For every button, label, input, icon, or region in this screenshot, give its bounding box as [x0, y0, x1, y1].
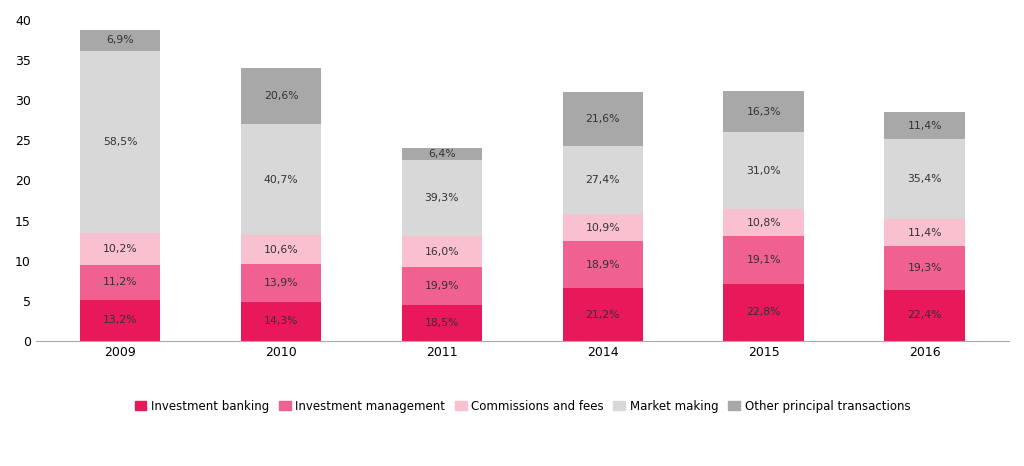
Bar [241, 302, 322, 341]
Bar [885, 112, 965, 138]
Text: 19,1%: 19,1% [746, 255, 781, 265]
Text: 18,9%: 18,9% [586, 260, 621, 270]
Text: 40,7%: 40,7% [264, 175, 298, 185]
Text: 11,4%: 11,4% [907, 121, 942, 130]
Bar [80, 265, 161, 300]
Bar [401, 236, 482, 267]
Bar [885, 246, 965, 290]
Bar [401, 160, 482, 236]
Bar [562, 146, 643, 214]
Bar [80, 300, 161, 341]
Bar [80, 30, 161, 51]
Bar [401, 148, 482, 160]
Text: 19,9%: 19,9% [425, 281, 459, 291]
Text: 35,4%: 35,4% [907, 174, 942, 184]
Bar [723, 91, 804, 132]
Text: 16,3%: 16,3% [746, 107, 781, 116]
Text: 22,4%: 22,4% [907, 310, 942, 320]
Bar [723, 284, 804, 341]
Legend: Investment banking, Investment management, Commissions and fees, Market making, : Investment banking, Investment managemen… [130, 395, 914, 418]
Text: 13,2%: 13,2% [103, 315, 137, 325]
Bar [885, 138, 965, 219]
Text: 16,0%: 16,0% [425, 247, 459, 257]
Bar [562, 288, 643, 341]
Text: 19,3%: 19,3% [907, 263, 942, 273]
Text: 10,9%: 10,9% [586, 223, 621, 233]
Bar [241, 264, 322, 302]
Bar [885, 219, 965, 246]
Text: 20,6%: 20,6% [264, 91, 298, 101]
Bar [241, 124, 322, 235]
Text: 6,9%: 6,9% [106, 35, 134, 45]
Bar [80, 51, 161, 233]
Text: 58,5%: 58,5% [103, 137, 137, 147]
Text: 11,4%: 11,4% [907, 227, 942, 238]
Text: 11,2%: 11,2% [103, 277, 137, 288]
Bar [562, 214, 643, 241]
Text: 39,3%: 39,3% [425, 193, 459, 203]
Text: 14,3%: 14,3% [264, 316, 298, 326]
Bar [80, 233, 161, 265]
Text: 27,4%: 27,4% [586, 175, 621, 185]
Bar [723, 132, 804, 209]
Text: 10,8%: 10,8% [746, 218, 781, 228]
Text: 10,2%: 10,2% [102, 244, 137, 254]
Text: 13,9%: 13,9% [264, 278, 298, 288]
Bar [562, 92, 643, 146]
Bar [241, 68, 322, 124]
Bar [723, 209, 804, 236]
Text: 21,6%: 21,6% [586, 114, 621, 124]
Text: 21,2%: 21,2% [586, 309, 621, 320]
Text: 18,5%: 18,5% [425, 318, 459, 328]
Text: 6,4%: 6,4% [428, 149, 456, 159]
Bar [401, 267, 482, 305]
Text: 22,8%: 22,8% [746, 308, 781, 317]
Bar [241, 235, 322, 264]
Bar [401, 305, 482, 341]
Bar [885, 290, 965, 341]
Bar [723, 236, 804, 284]
Text: 31,0%: 31,0% [746, 166, 781, 176]
Text: 10,6%: 10,6% [264, 245, 298, 254]
Bar [562, 241, 643, 288]
